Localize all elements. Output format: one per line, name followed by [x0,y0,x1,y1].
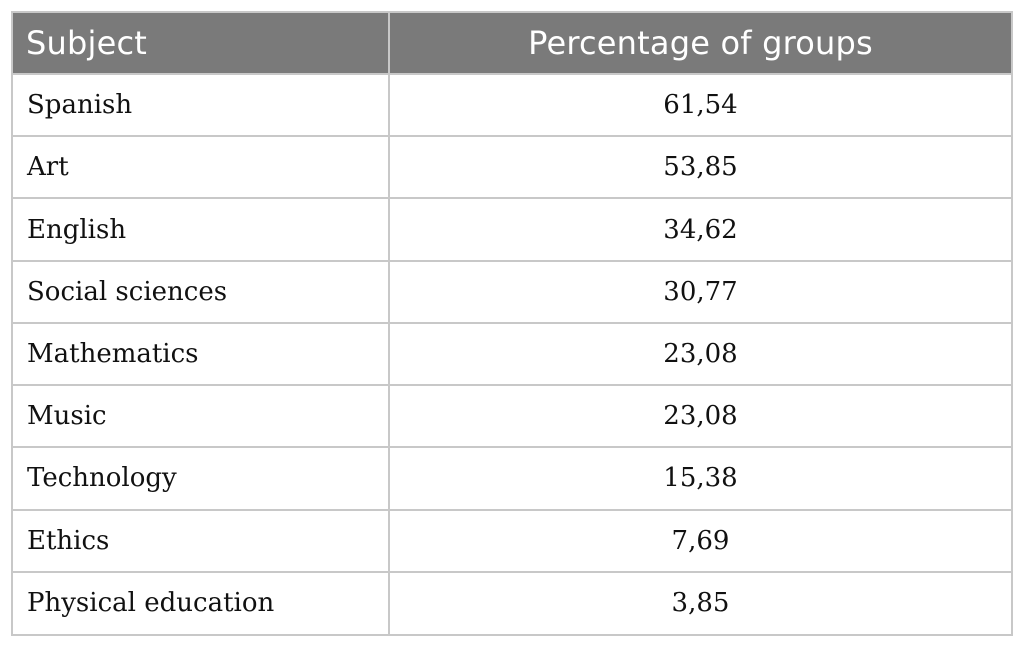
subject-cell: Social sciences [13,260,390,324]
percentage-cell: 3,85 [671,588,730,619]
table-row: Art 53,85 [13,136,1011,200]
percentage-cell: 7,69 [389,509,1011,573]
percentage-cell: 15,38 [389,447,1011,511]
table-row: Music 23,08 [13,385,1011,449]
table-row: Physical education 3,85 [13,571,1011,634]
subject-cell: Mathematics [13,322,390,387]
percentage-cell: 34,62 [389,198,1011,262]
subject-cell: Physical education [13,571,390,634]
table-row: Social sciences 30,77 [13,260,1011,324]
table-row: Spanish 61,54 [13,74,1011,138]
percentage-cell: 23,08 [389,385,1011,449]
table-row: Technology 15,38 [13,447,1011,511]
header-row: Subject Percentage of groups [13,13,1011,75]
table-row: English 34,62 [13,198,1011,262]
percentage-cell: 23,08 [389,322,1011,387]
subject-cell: English [13,198,390,262]
column-header-percentage: Percentage of groups [389,13,1011,75]
data-table: Subject Percentage of groups Spanish 61,… [13,13,1011,634]
table-body: Spanish 61,54 Art 53,85 English 34,62 So… [13,74,1011,634]
subject-cell: Art [13,136,390,200]
subject-percentage-table: Subject Percentage of groups Spanish 61,… [11,11,1013,636]
percentage-cell: 30,77 [389,260,1011,324]
subject-cell: Technology [13,447,390,511]
table-row: Ethics 7,69 [13,509,1011,573]
percentage-cell: 61,54 [389,74,1011,138]
table-row: Mathematics 23,08 [13,322,1011,387]
percentage-cell: 53,85 [389,136,1011,200]
subject-cell: Ethics [13,509,390,573]
subject-cell: Spanish [13,74,390,138]
column-header-subject: Subject [13,13,390,75]
subject-cell: Music [13,385,390,449]
table-header: Subject Percentage of groups [13,13,1011,75]
